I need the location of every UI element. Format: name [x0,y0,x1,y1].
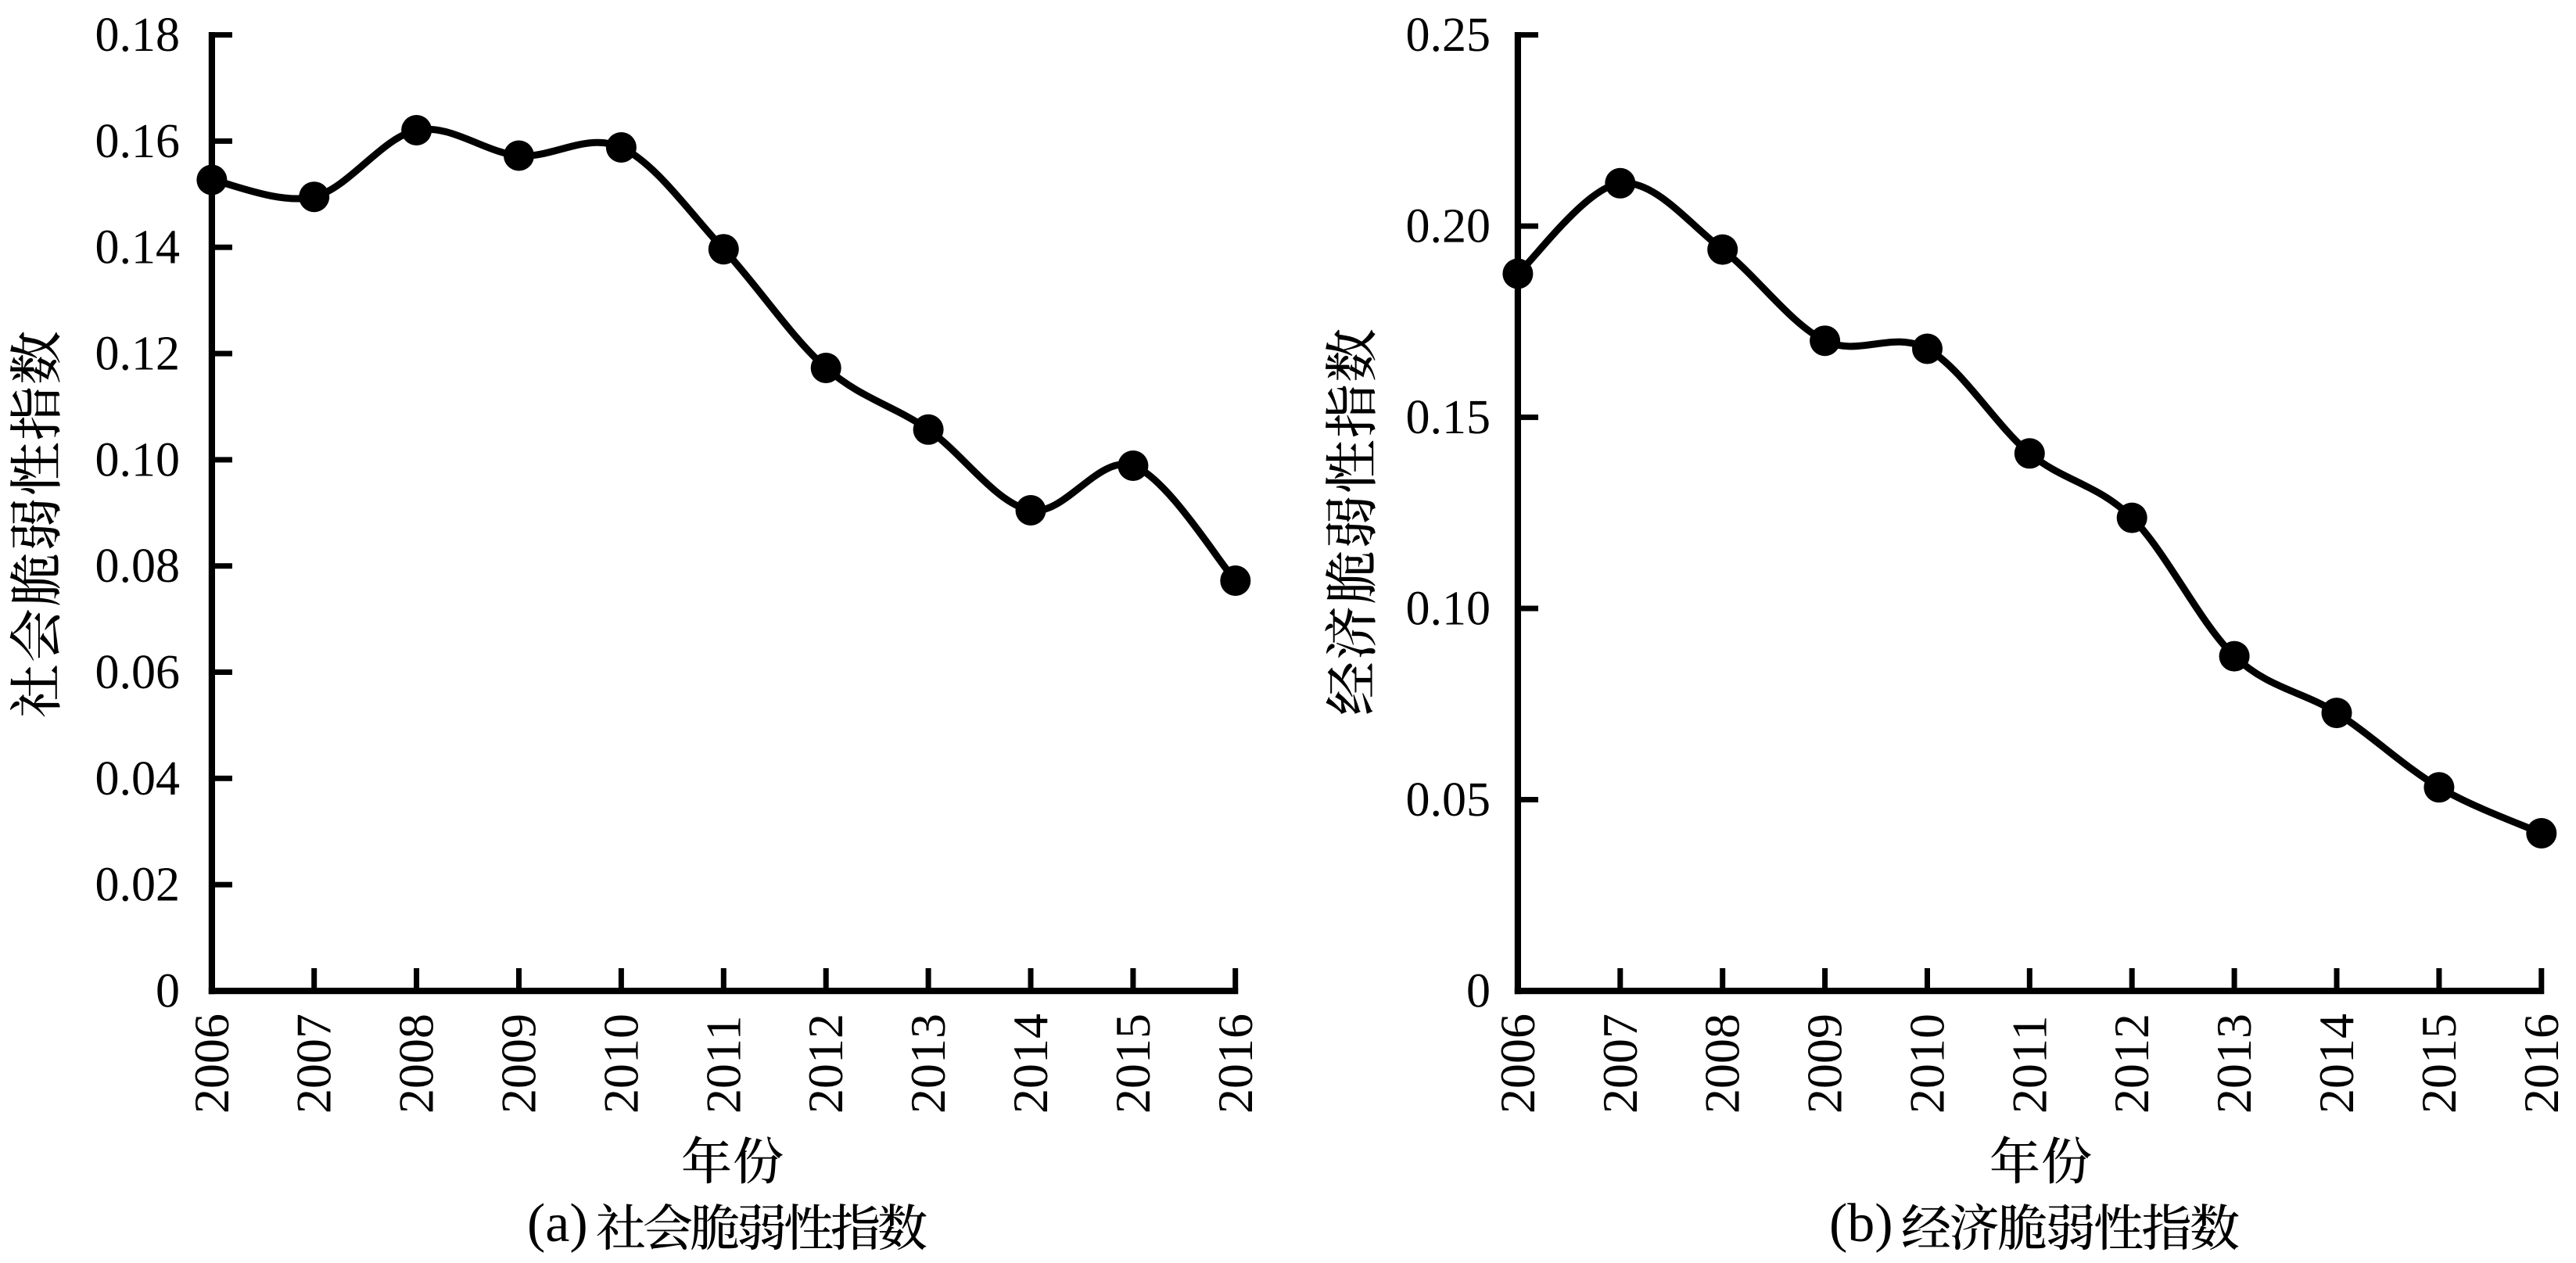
svg-text:2011: 2011 [695,1015,751,1114]
svg-text:0.06: 0.06 [95,646,181,699]
svg-text:(a): (a) [527,1193,588,1254]
svg-text:0: 0 [156,965,180,1018]
svg-text:2012: 2012 [798,1014,853,1114]
svg-text:2011: 2011 [2001,1015,2057,1114]
svg-text:2014: 2014 [1003,1014,1058,1114]
svg-text:0.10: 0.10 [1406,583,1491,636]
svg-text:2016: 2016 [1207,1014,1263,1114]
svg-text:0.05: 0.05 [1406,773,1491,827]
svg-text:2016: 2016 [2513,1014,2569,1114]
svg-text:0.16: 0.16 [95,115,181,168]
svg-text:0.18: 0.18 [95,9,181,62]
svg-text:2008: 2008 [1695,1014,1750,1114]
svg-text:2012: 2012 [2104,1014,2159,1114]
svg-text:2015: 2015 [2411,1014,2467,1114]
svg-text:0.14: 0.14 [95,221,181,274]
svg-text:0.10: 0.10 [95,433,181,486]
svg-text:(b): (b) [1829,1193,1893,1254]
svg-text:2006: 2006 [1490,1014,1545,1114]
svg-text:2009: 2009 [491,1014,547,1114]
svg-text:0.02: 0.02 [95,859,181,912]
svg-text:0.25: 0.25 [1406,9,1491,62]
svg-text:0.12: 0.12 [95,328,181,381]
svg-text:0.20: 0.20 [1406,200,1491,253]
svg-text:2009: 2009 [1797,1014,1853,1114]
svg-text:2010: 2010 [593,1014,648,1114]
svg-text:2013: 2013 [900,1014,956,1114]
svg-text:2007: 2007 [286,1014,342,1114]
svg-text:0.04: 0.04 [95,752,181,806]
svg-text:2015: 2015 [1105,1014,1161,1114]
svg-text:2006: 2006 [184,1014,239,1114]
svg-text:2008: 2008 [389,1014,444,1114]
svg-text:2013: 2013 [2206,1014,2262,1114]
svg-text:2014: 2014 [2309,1014,2364,1114]
svg-text:0: 0 [1466,965,1491,1018]
svg-text:0.15: 0.15 [1406,391,1491,444]
svg-text:2007: 2007 [1592,1014,1648,1114]
svg-text:2010: 2010 [1900,1014,1955,1114]
svg-text:0.08: 0.08 [95,540,181,593]
